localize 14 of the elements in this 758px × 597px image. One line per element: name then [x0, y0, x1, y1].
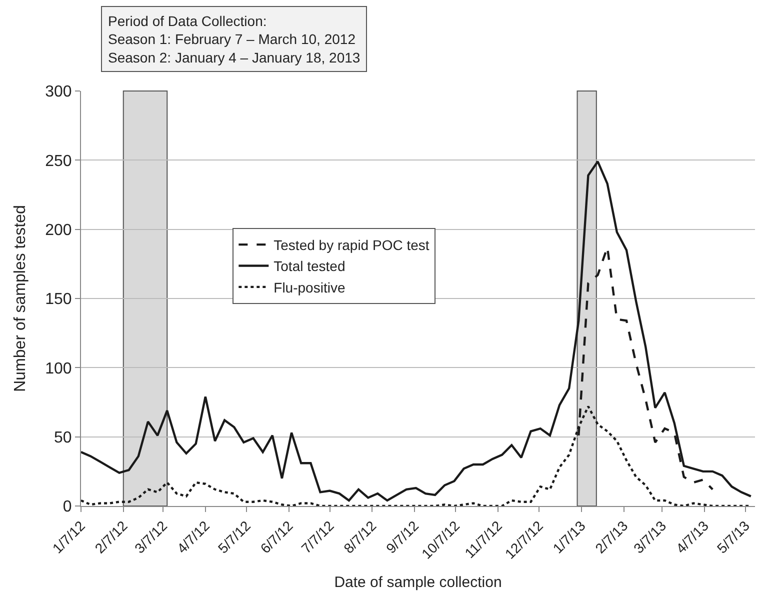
text: Period of Data Collection: Season 1: February 7 – March 10, 2012 Season 2: January 4 – January 18, 2013: [108, 13, 360, 66]
x-axis-title: Date of sample collection: [334, 574, 502, 591]
legend-label: Tested by rapid POC test: [274, 237, 430, 254]
y-tick-label: 100: [45, 360, 72, 378]
y-tick-label: 300: [45, 84, 72, 101]
legend-label: Total tested: [274, 258, 346, 274]
legend-label: Flu-positive: [274, 279, 346, 296]
y-tick-label: 0: [62, 498, 72, 516]
y-tick-label: 200: [45, 222, 72, 239]
y-tick-label: 250: [45, 152, 72, 170]
y-axis-title: Number of samples tested: [12, 205, 29, 392]
y-tick-label: 50: [54, 429, 72, 446]
y-tick-label: 150: [45, 291, 72, 308]
line-series: [81, 160, 752, 502]
